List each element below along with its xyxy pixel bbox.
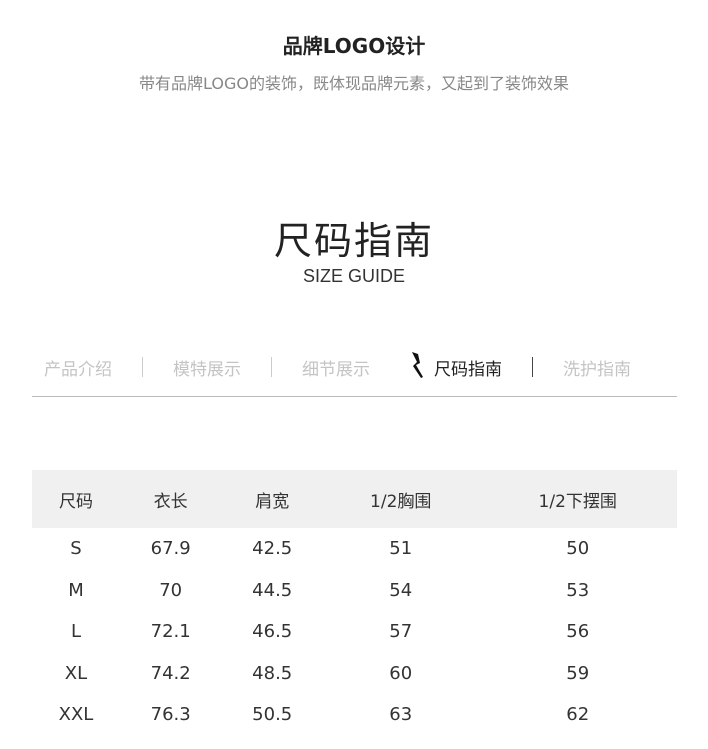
- nav-divider: [271, 357, 272, 377]
- nav-item-model[interactable]: 模特展示: [173, 360, 241, 380]
- table-cell: 50.5: [252, 704, 293, 726]
- column-header: 1/2下摆围: [478, 470, 677, 528]
- nav-divider: [532, 357, 533, 377]
- table-row: XL 74.2 48.5 60 59: [32, 653, 677, 695]
- pointer-mark-icon: [412, 352, 423, 378]
- table-cell: 50: [566, 538, 590, 560]
- table-row: XXL 76.3 50.5 63 62: [32, 694, 677, 736]
- table-cell: 51: [389, 538, 413, 560]
- table-cell: 70: [159, 579, 183, 601]
- column-header: 1/2胸围: [322, 470, 479, 528]
- table-cell: 53: [566, 579, 590, 601]
- table-cell: 74.2: [150, 662, 191, 684]
- table-cell: 54: [389, 579, 413, 601]
- table-cell: XL: [64, 662, 88, 684]
- nav-item-size-guide[interactable]: 尺码指南: [434, 360, 502, 380]
- table-cell: 67.9: [150, 538, 191, 560]
- table-cell: 57: [389, 621, 413, 643]
- nav-item-care[interactable]: 洗护指南: [563, 360, 631, 380]
- size-guide-subtitle: SIZE GUIDE: [302, 266, 405, 286]
- column-header: 肩宽: [221, 470, 323, 528]
- logo-section-subtitle: 带有品牌LOGO的装饰，既体现品牌元素，又起到了装饰效果: [139, 74, 569, 93]
- table-cell: S: [70, 538, 82, 560]
- column-header: 衣长: [119, 470, 222, 528]
- nav-divider: [142, 357, 143, 377]
- nav-item-detail[interactable]: 细节展示: [302, 360, 370, 380]
- table-cell: 59: [566, 662, 590, 684]
- nav-item-product[interactable]: 产品介绍: [44, 360, 112, 380]
- table-cell: M: [68, 579, 84, 601]
- table-cell: L: [70, 621, 81, 643]
- table-row: L 72.1 46.5 57 56: [32, 611, 677, 653]
- table-cell: 76.3: [150, 704, 191, 726]
- logo-section-title: 品牌LOGO设计: [282, 34, 426, 58]
- table-cell: 62: [566, 704, 590, 726]
- section-nav: 产品介绍 模特展示 细节展示 尺码指南 洗护指南: [32, 352, 677, 397]
- size-table: 尺码 衣长 肩宽 1/2胸围 1/2下摆围 S 67.9 42.5 51 50 M 70 44.5 54…: [32, 470, 677, 736]
- table-cell: 42.5: [252, 538, 293, 560]
- table-row: M 70 44.5 54 53: [32, 570, 677, 612]
- table-row: S 67.9 42.5 51 50: [32, 528, 677, 570]
- table-cell: 60: [389, 662, 413, 684]
- size-guide-title: 尺码指南: [273, 219, 434, 263]
- column-header: 尺码: [32, 470, 120, 528]
- table-cell: XXL: [58, 704, 94, 726]
- table-cell: 48.5: [252, 662, 293, 684]
- table-cell: 56: [566, 621, 590, 643]
- table-cell: 63: [389, 704, 413, 726]
- table-cell: 72.1: [150, 621, 191, 643]
- table-cell: 46.5: [252, 621, 293, 643]
- table-cell: 44.5: [252, 579, 293, 601]
